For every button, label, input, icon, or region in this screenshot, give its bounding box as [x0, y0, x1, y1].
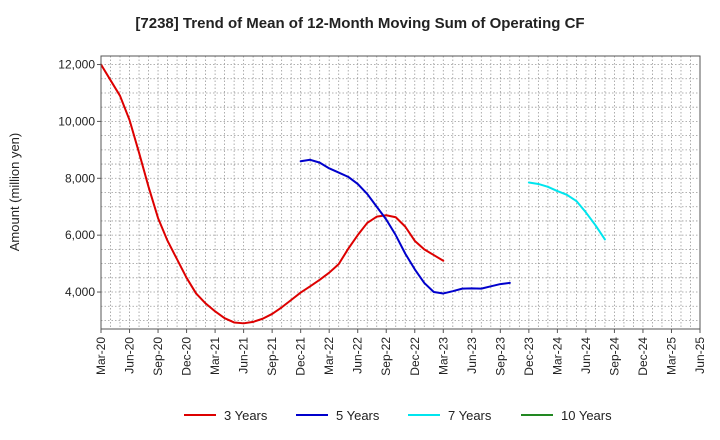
chart-title: [7238] Trend of Mean of 12-Month Moving …: [135, 15, 584, 32]
y-tick-label: 4,000: [65, 285, 95, 299]
x-tick-label: Dec-23: [522, 337, 536, 376]
x-tick-label: Mar-21: [208, 337, 222, 375]
x-tick-label: Jun-24: [579, 337, 593, 374]
y-tick-label: 6,000: [65, 228, 95, 242]
x-tick-label: Sep-22: [379, 337, 393, 376]
x-tick-label: Mar-25: [664, 337, 678, 375]
x-tick-label: Mar-20: [94, 337, 108, 375]
legend: 3 Years 5 Years 7 Years 10 Years: [184, 408, 612, 423]
plot-area: [100, 55, 701, 330]
x-tick-label: Mar-24: [550, 337, 564, 375]
plot-background: [101, 56, 700, 329]
legend-label-3-years: 3 Years: [224, 408, 268, 423]
x-tick-label: Dec-22: [408, 337, 422, 376]
y-axis: 4,000 6,000 8,000 10,000 12,000: [58, 58, 101, 299]
y-axis-label: Amount (million yen): [7, 133, 22, 252]
series-line-5-years: [299, 158, 511, 295]
x-tick-label: Jun-21: [237, 337, 251, 374]
x-tick-label: Jun-23: [465, 337, 479, 374]
y-tick-label: 10,000: [58, 114, 95, 128]
y-tick-label: 8,000: [65, 171, 95, 185]
x-tick-label: Dec-21: [294, 337, 308, 376]
x-axis: Mar-20 Jun-20 Sep-20 Dec-20 Mar-21 Jun-21 Sep-…: [94, 329, 707, 376]
series-line-7-years: [527, 181, 606, 241]
plot-frame: [100, 55, 701, 330]
x-tick-label: Jun-22: [351, 337, 365, 374]
x-tick-label: Sep-23: [493, 337, 507, 376]
legend-label-7-years: 7 Years: [448, 408, 492, 423]
y-tick-label: 12,000: [58, 58, 95, 72]
x-tick-label: Mar-23: [436, 337, 450, 375]
series-line-3-years: [100, 63, 445, 325]
x-tick-label: Sep-21: [265, 337, 279, 376]
grid: [101, 56, 700, 329]
x-tick-label: Sep-24: [607, 337, 621, 376]
legend-label-10-years: 10 Years: [561, 408, 612, 423]
x-tick-label: Dec-24: [636, 337, 650, 376]
series-lines: [100, 63, 606, 325]
x-tick-label: Sep-20: [151, 337, 165, 376]
legend-label-5-years: 5 Years: [336, 408, 380, 423]
x-tick-label: Jun-25: [693, 337, 707, 374]
x-tick-label: Mar-22: [322, 337, 336, 375]
x-tick-label: Dec-20: [180, 337, 194, 376]
x-tick-label: Jun-20: [123, 337, 137, 374]
